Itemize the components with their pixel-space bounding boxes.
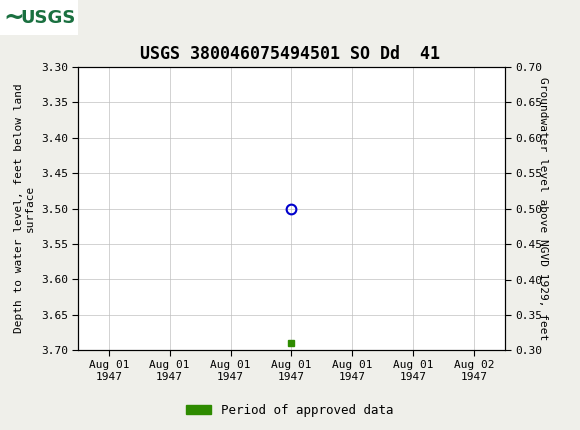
Text: ~: ~ (3, 6, 24, 30)
Y-axis label: Groundwater level above NGVD 1929, feet: Groundwater level above NGVD 1929, feet (538, 77, 548, 340)
Legend: Period of approved data: Period of approved data (181, 399, 399, 421)
Text: USGS 380046075494501 SO Dd  41: USGS 380046075494501 SO Dd 41 (140, 45, 440, 63)
FancyBboxPatch shape (1, 2, 71, 34)
Text: ≡USGS: ≡USGS (2, 9, 57, 27)
Y-axis label: Depth to water level, feet below land
surface: Depth to water level, feet below land su… (14, 84, 35, 333)
Bar (0, 0, 78, 35)
Text: USGS: USGS (20, 9, 75, 27)
